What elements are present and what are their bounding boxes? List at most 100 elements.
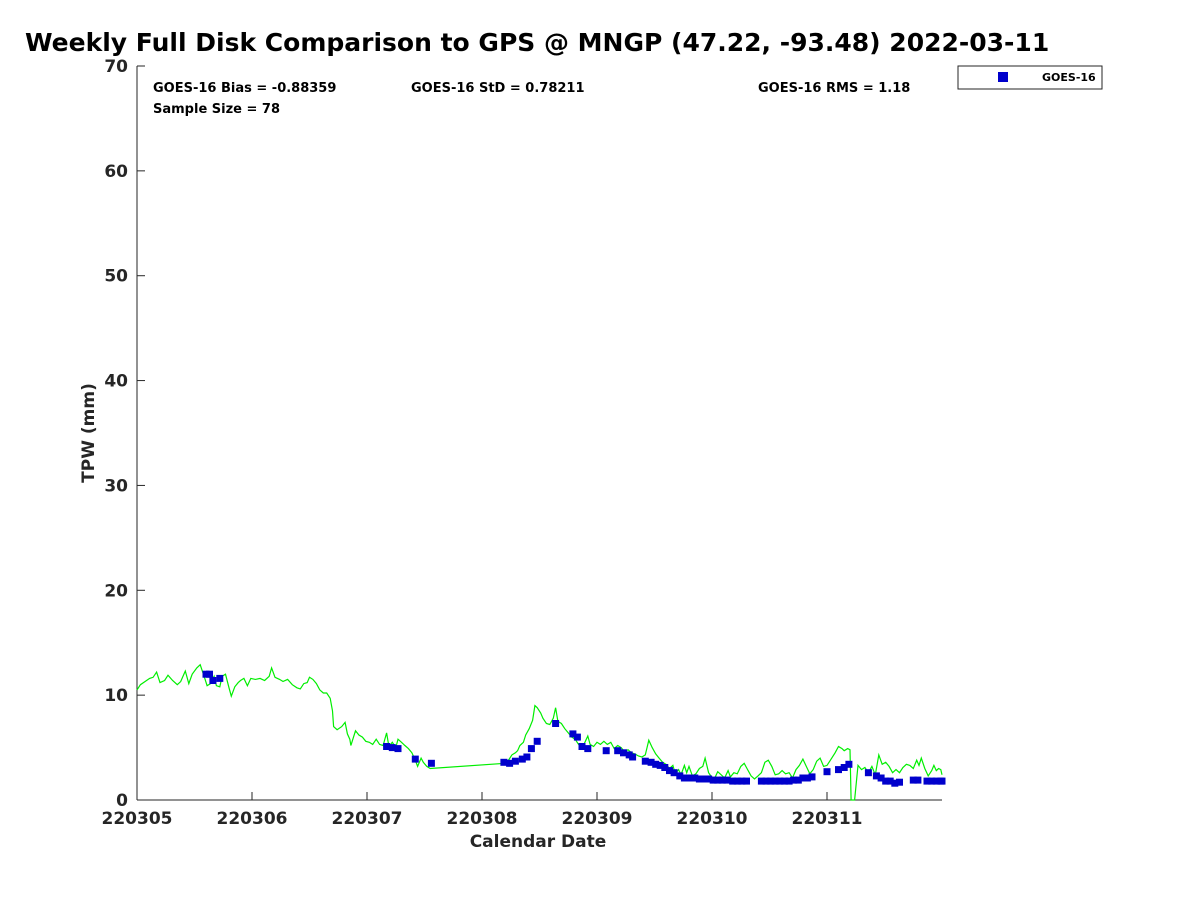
axes: 0 10 20 30 40 50 60 70 220305 220306 220307 220308 2… [102,57,942,829]
x-tick-label: 220306 [217,809,288,829]
data-point-goes16 [923,777,931,785]
legend-label-goes16: GOES-16 [1042,71,1096,84]
data-point-goes16 [629,753,637,761]
data-point-goes16 [518,755,526,763]
data-point-goes16 [771,777,779,785]
series-line-gps [136,663,943,801]
data-point-goes16 [209,677,217,684]
legend: GOES-16 [957,65,1103,90]
data-point-goes16 [602,747,610,755]
data-point-goes16 [891,779,899,787]
data-point-goes16 [695,775,703,783]
data-point-goes16 [909,776,917,784]
y-tick-label: 60 [104,162,128,182]
data-point-goes16 [383,743,391,750]
data-point-goes16 [578,743,586,750]
y-tick-label: 50 [104,267,128,287]
data-point-goes16 [886,777,894,785]
data-point-goes16 [845,760,853,768]
data-point-goes16 [656,761,664,769]
data-point-goes16 [762,777,770,785]
x-tick-label: 220305 [102,809,173,829]
y-tick-label: 40 [104,372,128,392]
data-point-goes16 [714,776,722,784]
data-point-goes16 [206,670,213,678]
y-tick-label: 70 [104,57,128,77]
data-point-goes16 [533,737,541,745]
data-point-goes16 [685,774,693,782]
data-point-goes16 [661,764,669,771]
data-point-goes16 [823,768,831,776]
data-point-goes16 [411,755,419,763]
stats-annotations: GOES-16 Bias = -0.88359 GOES-16 StD = 0.… [153,81,910,117]
data-point-goes16 [652,760,660,768]
data-point-goes16 [729,777,737,785]
data-point-goes16 [794,776,802,784]
data-point-goes16 [803,774,811,782]
data-point-goes16 [527,745,535,753]
data-point-goes16 [705,775,713,783]
bias-annotation: GOES-16 Bias = -0.88359 [153,81,336,96]
data-point-goes16 [928,777,936,785]
data-point-goes16 [647,758,655,766]
data-point-goes16 [666,767,673,775]
data-point-goes16 [584,745,592,753]
data-point-goes16 [757,777,765,785]
data-point-goes16 [872,772,880,780]
y-tick-label: 10 [104,686,128,706]
data-point-goes16 [691,774,699,782]
y-tick-label: 0 [116,791,128,811]
data-point-goes16 [776,777,784,785]
y-axis-label: TPW (mm) [79,383,99,483]
data-point-goes16 [808,773,816,781]
data-point-goes16 [427,759,435,767]
x-tick-label: 220308 [447,809,518,829]
data-point-goes16 [709,776,717,784]
data-point-goes16 [614,747,622,755]
data-point-goes16 [733,777,741,785]
y-tick-label: 30 [104,476,128,496]
data-point-goes16 [676,772,684,780]
data-point-goes16 [388,744,396,752]
data-point-goes16 [790,776,798,784]
data-point-goes16 [914,776,922,784]
std-annotation: GOES-16 StD = 0.78211 [411,81,585,96]
data-point-goes16 [620,749,627,757]
data-point-goes16 [523,753,531,761]
data-point-goes16 [700,775,708,783]
x-tick-label: 220311 [792,809,863,829]
data-point-goes16 [394,745,402,753]
series-layer [136,663,946,801]
data-point-goes16 [877,774,885,782]
data-point-goes16 [882,777,890,785]
data-point-goes16 [840,764,848,771]
data-point-goes16 [680,774,688,782]
y-tick-label: 20 [104,581,128,601]
data-point-goes16 [785,777,793,785]
data-point-goes16 [718,776,726,784]
data-point-goes16 [723,776,731,784]
x-tick-label: 220307 [332,809,403,829]
data-point-goes16 [573,733,581,741]
data-point-goes16 [511,757,519,765]
data-point-goes16 [738,777,746,785]
data-point-goes16 [500,758,508,766]
data-point-goes16 [932,777,940,785]
data-point-goes16 [670,769,678,777]
data-point-goes16 [896,778,903,786]
data-point-goes16 [938,777,946,785]
data-point-goes16 [799,774,807,782]
legend-box [957,65,1103,90]
data-point-goes16 [864,769,872,777]
x-axis-label: Calendar Date [470,832,607,852]
legend-marker-goes16 [998,72,1008,82]
data-point-goes16 [835,766,842,774]
rms-annotation: GOES-16 RMS = 1.18 [758,81,910,96]
data-point-goes16 [569,730,577,738]
x-tick-label: 220310 [677,809,748,829]
data-point-goes16 [767,777,775,785]
chart-title: Weekly Full Disk Comparison to GPS @ MNG… [25,28,1050,57]
x-tick-label: 220309 [562,809,633,829]
data-point-goes16 [641,757,649,765]
